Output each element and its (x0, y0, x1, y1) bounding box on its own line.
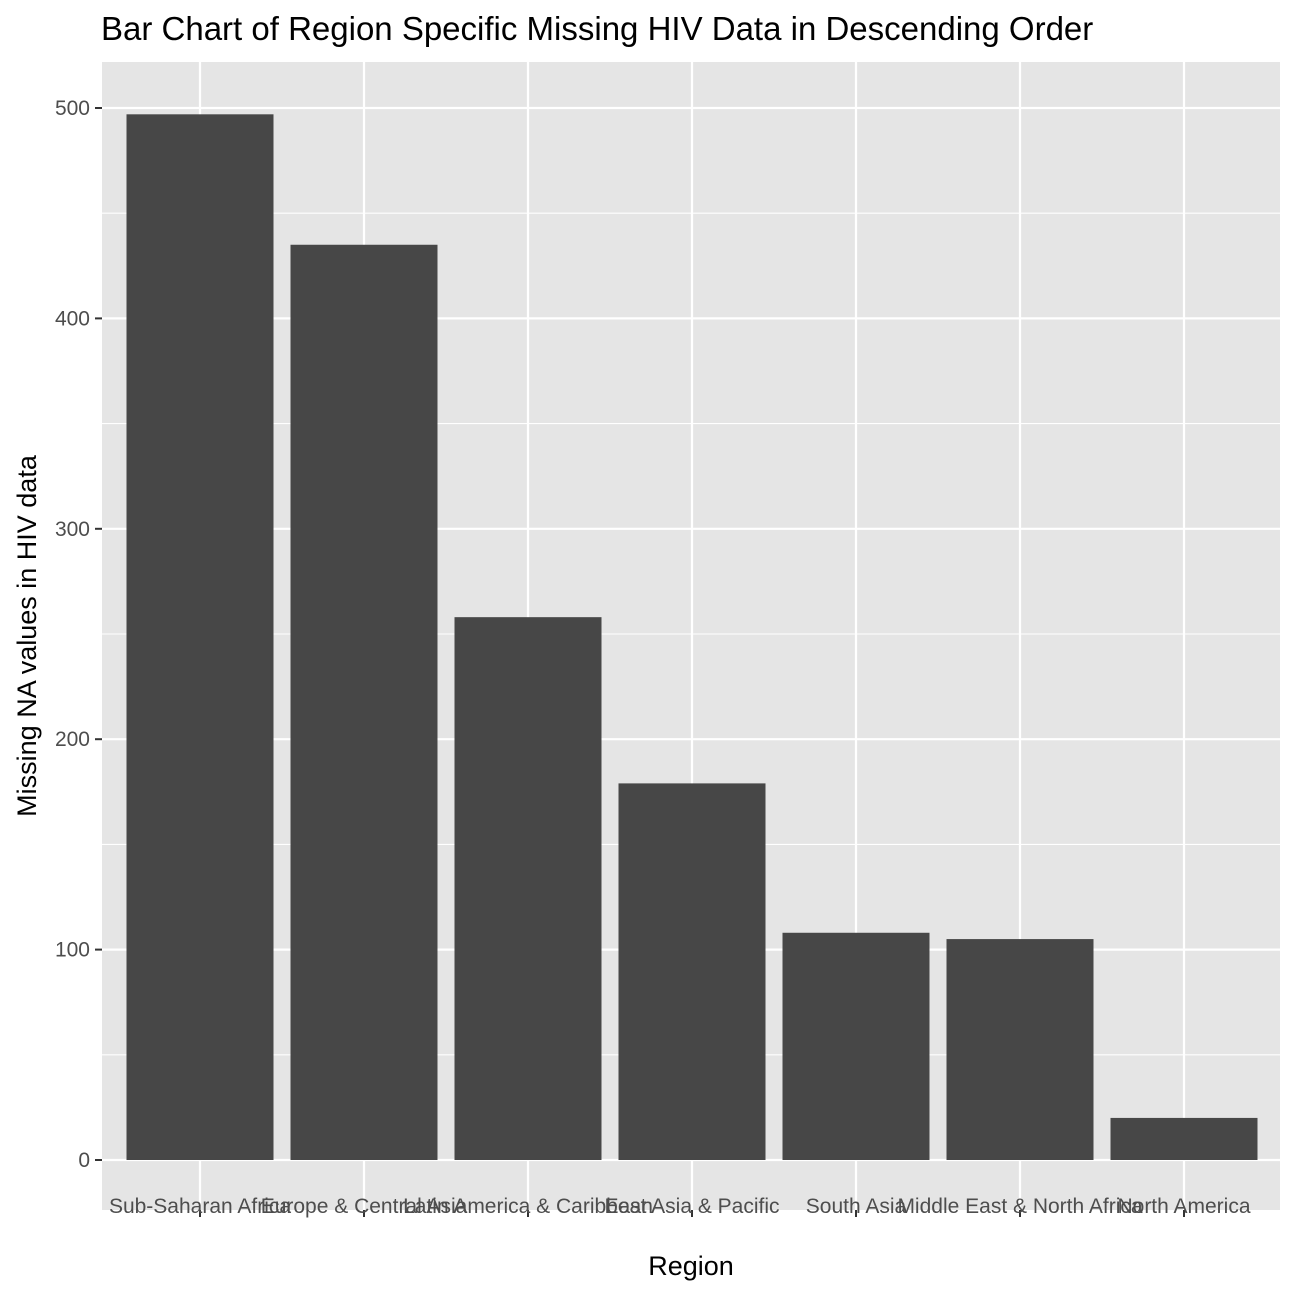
x-tick-label: East Asia & Pacific (604, 1195, 779, 1218)
x-tick-label: North America (1117, 1195, 1250, 1218)
bar (946, 939, 1094, 1160)
y-tick-label: 500 (55, 97, 90, 120)
x-tick-label: Europe & Central Asia (261, 1195, 468, 1218)
y-axis-title: Missing NA values in HIV data (12, 454, 42, 817)
bar (618, 783, 766, 1160)
bar (782, 932, 930, 1160)
x-tick-label: Sub-Saharan Africa (109, 1195, 291, 1218)
x-tick-label: Latin America & Caribbean (403, 1195, 653, 1218)
bars (126, 114, 1258, 1160)
bar (290, 244, 438, 1160)
y-tick-label: 100 (55, 939, 90, 962)
x-tick-label: Middle East & North Africa (897, 1195, 1142, 1218)
bar (1110, 1117, 1258, 1160)
bar (454, 617, 602, 1160)
x-tick-label: South Asia (806, 1195, 907, 1218)
y-tick-label: 300 (55, 518, 90, 541)
bar (126, 114, 274, 1160)
x-axis-title: Region (648, 1251, 734, 1281)
y-tick-label: 200 (55, 728, 90, 751)
y-tick-label: 400 (55, 307, 90, 330)
chart-title: Bar Chart of Region Specific Missing HIV… (101, 10, 1093, 47)
y-axis: 0 100 200 300 400 500 (55, 97, 102, 1172)
y-tick-label: 0 (78, 1149, 90, 1172)
